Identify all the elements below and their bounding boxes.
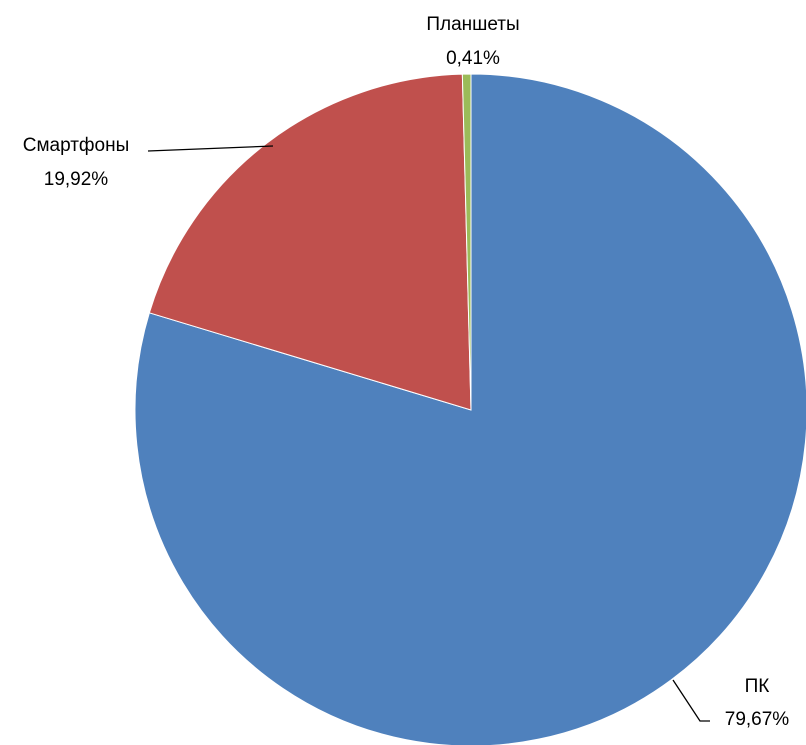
data-label-tablets-category: Планшеты — [426, 14, 519, 35]
leader-lines — [147, 145, 710, 722]
pie-slice-3 — [461, 73, 472, 411]
data-label-pk-category: ПК — [745, 676, 770, 697]
pie-slices — [134, 73, 806, 745]
data-label-tablets-value: 0,41% — [446, 48, 500, 69]
pie-slice-1 — [134, 73, 806, 745]
pie-slice-2 — [148, 73, 472, 411]
data-label-smartphones-value: 19,92% — [44, 169, 109, 190]
leader-line-smartphones — [147, 145, 274, 152]
leader-line-pk — [672, 679, 710, 722]
data-label-pk-value: 79,67% — [725, 709, 790, 730]
data-labels: ПК 79,67% Смартфоны 19,92% Планшеты 0,41% — [23, 14, 790, 730]
data-label-smartphones-category: Смартфоны — [23, 135, 130, 156]
